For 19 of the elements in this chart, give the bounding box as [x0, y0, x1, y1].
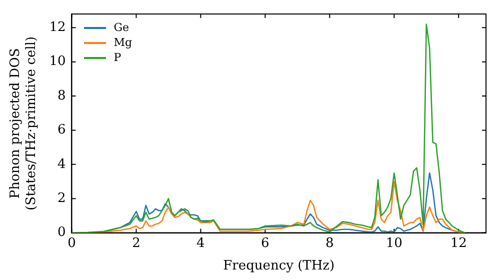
y-tick-label: 8: [57, 88, 66, 104]
legend-label: P: [114, 50, 122, 65]
legend-label: Mg: [114, 35, 132, 50]
y-tick-label: 6: [57, 122, 66, 138]
x-tick-label: 0: [68, 236, 76, 251]
y-tick-label: 10: [49, 54, 66, 70]
y-tick-label: 0: [57, 225, 66, 240]
x-tick-label: 12: [450, 236, 467, 251]
y-axis-title: Phonon projected DOS (States/THz·primitive cell): [8, 36, 39, 210]
x-tick-label: 2: [132, 236, 140, 251]
x-tick-label: 4: [196, 236, 205, 251]
x-tick-label: 8: [326, 236, 334, 251]
y-tick-label: 4: [57, 156, 66, 172]
x-tick-label: 10: [386, 236, 402, 251]
y-tick-label: 12: [49, 20, 66, 36]
x-axis-title: Frequency (THz): [223, 258, 335, 274]
x-tick-label: 6: [261, 236, 270, 251]
legend-label: Ge: [114, 20, 130, 35]
y-tick-label: 2: [57, 190, 66, 206]
